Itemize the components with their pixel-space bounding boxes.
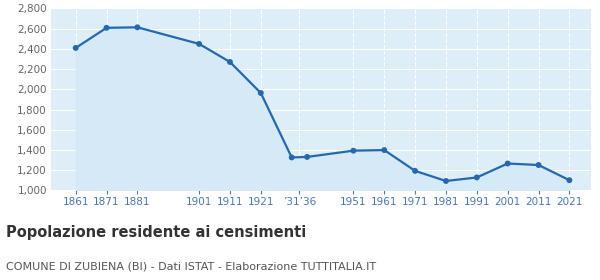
Point [102, 25, 112, 30]
Point [472, 175, 482, 180]
Point [287, 155, 296, 160]
Point [194, 42, 204, 46]
Point [379, 148, 389, 152]
Text: COMUNE DI ZUBIENA (BI) - Dati ISTAT - Elaborazione TUTTITALIA.IT: COMUNE DI ZUBIENA (BI) - Dati ISTAT - El… [6, 262, 376, 272]
Point [565, 178, 574, 183]
Point [256, 91, 266, 95]
Point [410, 169, 420, 173]
Point [349, 148, 358, 153]
Point [441, 179, 451, 183]
Point [534, 163, 544, 167]
Text: Popolazione residente ai censimenti: Popolazione residente ai censimenti [6, 225, 306, 241]
Point [133, 25, 142, 30]
Point [71, 46, 80, 50]
Point [225, 60, 235, 64]
Point [503, 161, 512, 166]
Point [302, 155, 312, 159]
